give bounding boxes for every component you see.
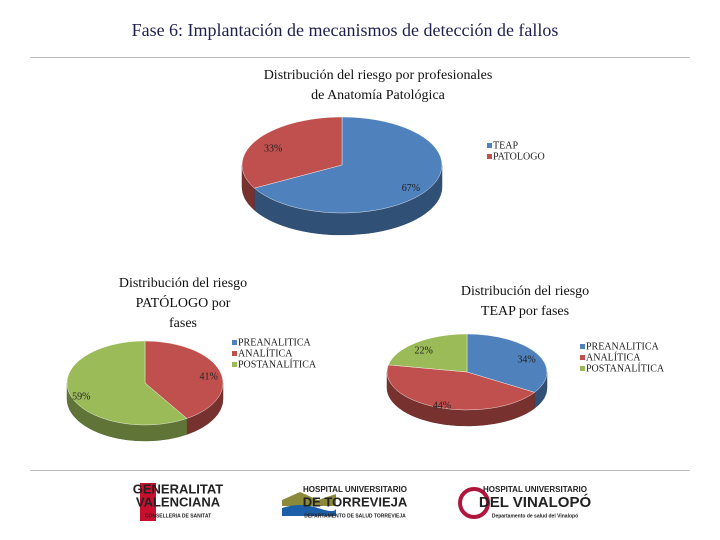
slice (241, 116, 343, 189)
chart-title: Distribución del riesgo TEAP por fases (460, 284, 590, 319)
logo-mark (282, 505, 336, 516)
value-label: 34% (517, 355, 535, 366)
chart-title: Distribución del riesgo PATÓLOGO por fas… (118, 276, 248, 331)
logo-text: HOSPITAL UNIVERSITARIO (483, 485, 587, 494)
legend-label: PREANALITICA (586, 341, 660, 352)
logo-text: Departamento de salud del Vinalopó (492, 513, 578, 519)
value-label: 33% (264, 144, 282, 155)
slice (386, 364, 535, 411)
legend-swatch (580, 366, 585, 371)
logo-text: CONSELLERIA DE SANITAT (145, 513, 211, 519)
legend-label: PREANALITICA (238, 337, 312, 348)
logo-text: DEL VINALOPÓ (479, 493, 592, 511)
pie-tops (241, 116, 443, 214)
pie-tops (386, 333, 548, 411)
pie-tops (66, 340, 224, 426)
value-label: 41% (199, 371, 217, 382)
slide-title: Fase 6: Implantación de mecanismos de de… (131, 20, 559, 40)
legend-label: POSTANALÍTICA (238, 358, 317, 370)
legend-swatch (580, 355, 585, 360)
legend-swatch (232, 340, 237, 345)
legend-label: ANALÍTICA (238, 347, 293, 359)
value-label: 44% (433, 400, 451, 411)
value-label: 67% (402, 183, 420, 194)
chart-title: Distribución del riesgo por profesionale… (263, 68, 493, 103)
rule (30, 57, 690, 58)
slice (144, 340, 224, 419)
legend-swatch (580, 344, 585, 349)
legend-label: POSTANALÍTICA (586, 362, 665, 374)
logo-text: GENERALITAT (133, 481, 224, 496)
logo-mark (282, 492, 336, 506)
logo-mark (140, 483, 156, 521)
legend-label: ANALÍTICA (586, 351, 641, 363)
legend-swatch (487, 143, 492, 148)
logo-text: DEPARTAMENTO DE SALUD TORREVIEJA (304, 513, 406, 519)
slice (253, 116, 443, 214)
value-label: 59% (72, 391, 90, 402)
slice (466, 333, 548, 393)
logo-mark (458, 487, 490, 519)
logo-text: DE TORREVIEJA (303, 494, 408, 509)
legend-label: TEAP (493, 140, 518, 151)
legend-swatch (232, 362, 237, 367)
legend-swatch (487, 154, 492, 159)
logo-text: HOSPITAL UNIVERSITARIO (303, 485, 407, 494)
slice (388, 333, 468, 373)
logo-text: VALENCIANA (136, 494, 221, 509)
legend-label: PATOLOGO (493, 151, 545, 162)
rule (30, 470, 690, 471)
slice (66, 340, 188, 426)
value-label: 22% (414, 345, 432, 356)
legend-swatch (232, 351, 237, 356)
